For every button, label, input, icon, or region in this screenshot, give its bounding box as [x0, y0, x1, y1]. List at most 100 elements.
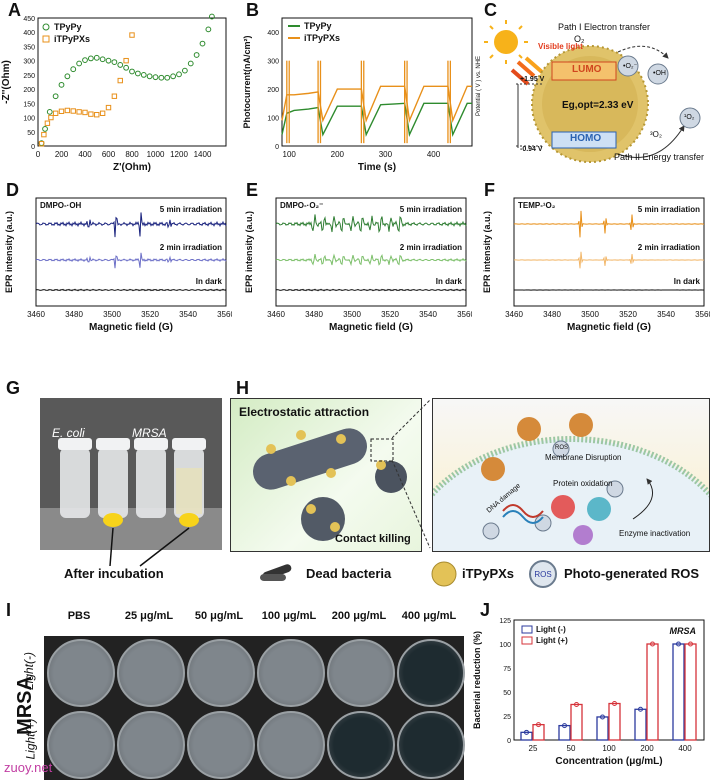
series-line [281, 102, 472, 138]
y-axis-label: -Z''(Ohm) [1, 60, 12, 104]
bar [570, 703, 583, 741]
bar-dot [600, 714, 605, 720]
ros-icons [482, 440, 624, 540]
dead-bacteria-icon [260, 564, 292, 581]
panel-label-b: B [246, 0, 259, 20]
data-point [82, 109, 88, 116]
panel-label-f: F [484, 180, 495, 200]
x-axis-label: Magnetic field (G) [89, 322, 173, 333]
legend-marker [521, 625, 533, 634]
tick-label: 400 [678, 744, 692, 753]
tick-label: 200 [55, 150, 69, 159]
ros-label: ROS [555, 445, 569, 451]
tick-label: 1400 [194, 150, 212, 159]
bar-dot [676, 641, 681, 647]
petri-dish [47, 711, 115, 779]
data-point [176, 71, 182, 78]
data-point [41, 131, 47, 138]
data-point [87, 55, 94, 62]
tick-label: 200 [331, 150, 345, 159]
panel-f-chart: 3460 3480 3500 3520 3540 3560 Magnetic field (… [478, 190, 710, 340]
plot-frame [513, 197, 705, 307]
cell-diagram-box: Membrane Disruption Protein oxidation DN… [432, 398, 710, 552]
bar [672, 643, 685, 741]
tick-label: 100 [267, 116, 279, 123]
tick-label: 1000 [147, 150, 165, 159]
tick-label: 50 [27, 130, 35, 137]
data-point [152, 74, 159, 81]
plot-frame [281, 17, 473, 147]
tick-label: 3460 [505, 310, 523, 319]
x-axis-label: Time (s) [358, 162, 396, 173]
petri-dish [257, 639, 325, 707]
protein-blobs [551, 495, 611, 545]
v2-label: -0.94 V [520, 146, 543, 153]
petri-dish [187, 639, 255, 707]
data-point [58, 81, 65, 88]
tick-label: 400 [427, 150, 441, 159]
plot-frame [37, 17, 227, 147]
epr-trace [35, 212, 227, 238]
tick-label: 3500 [343, 310, 361, 319]
data-point [94, 112, 100, 118]
epr-trace [513, 210, 705, 238]
lumo-label: LUMO [572, 64, 602, 75]
data-point [164, 74, 171, 81]
tick-label: 300 [23, 59, 35, 66]
light-plus-row-label: Light(+) [23, 718, 38, 760]
epr-trace [35, 288, 227, 292]
tick-label: 3560 [695, 310, 710, 319]
tick-label: 3560 [217, 310, 232, 319]
petri-dish [327, 711, 395, 779]
bar [596, 716, 609, 741]
panel-label-g: G [6, 378, 21, 398]
legend-label: iTPyPXs [54, 34, 90, 44]
column-header: 200 μg/mL [331, 610, 387, 622]
data-point [64, 107, 71, 114]
data-point [129, 32, 135, 38]
spin-adduct-label: DMPO-·OH [40, 201, 82, 210]
data-point [52, 93, 59, 100]
panel-c-diagram: Visible light Path I Electron transfer O… [476, 18, 713, 180]
petri-grid [44, 636, 465, 780]
v1-label: +1.95 V [520, 76, 545, 83]
tick-label: 3500 [581, 310, 599, 319]
column-header: 100 μg/mL [261, 610, 317, 622]
data-point [38, 141, 45, 147]
panel-label-h: H [236, 378, 249, 398]
epr-trace [275, 253, 467, 267]
petri-dish [327, 639, 395, 707]
tick-label: 300 [379, 150, 393, 159]
data-point [123, 64, 130, 71]
bar-dot [650, 641, 655, 647]
x-axis-label: Magnetic field (G) [567, 322, 651, 333]
enzyme-inactivation-label: Enzyme inactivation [619, 529, 691, 538]
tick-label: 0 [36, 150, 41, 159]
data-point [205, 26, 212, 33]
data-point [140, 71, 147, 78]
tick-label: 200 [640, 744, 654, 753]
legend-label: TPyPy [304, 21, 332, 31]
after-incubation-caption: After incubation [64, 566, 164, 581]
tick-label: 300 [267, 59, 279, 66]
data-point [117, 62, 124, 68]
bar-dot [562, 723, 567, 729]
tick-label: 100 [602, 744, 616, 753]
data-point [76, 109, 82, 115]
i-column-headers: PBS 25 μg/mL 50 μg/mL 100 μg/mL 200 μg/mL 400… [44, 610, 464, 630]
homo-label: HOMO [570, 133, 602, 144]
tick-label: 3500 [103, 310, 121, 319]
tick-label: 3540 [179, 310, 197, 319]
tick-label: 0 [31, 144, 35, 151]
itpypx-icon [431, 561, 457, 587]
x-axis-label: Concentration (μg/mL) [555, 756, 662, 767]
column-header: 400 μg/mL [401, 610, 457, 622]
oh-radical-label: •OH [653, 70, 666, 77]
column-header: 25 μg/mL [124, 610, 174, 622]
tick-label: 0 [275, 144, 279, 151]
bar [520, 731, 533, 741]
bar-dot [524, 729, 529, 735]
tick-label: 450 [23, 16, 35, 23]
data-point [70, 66, 77, 73]
plot-frame [35, 197, 227, 307]
